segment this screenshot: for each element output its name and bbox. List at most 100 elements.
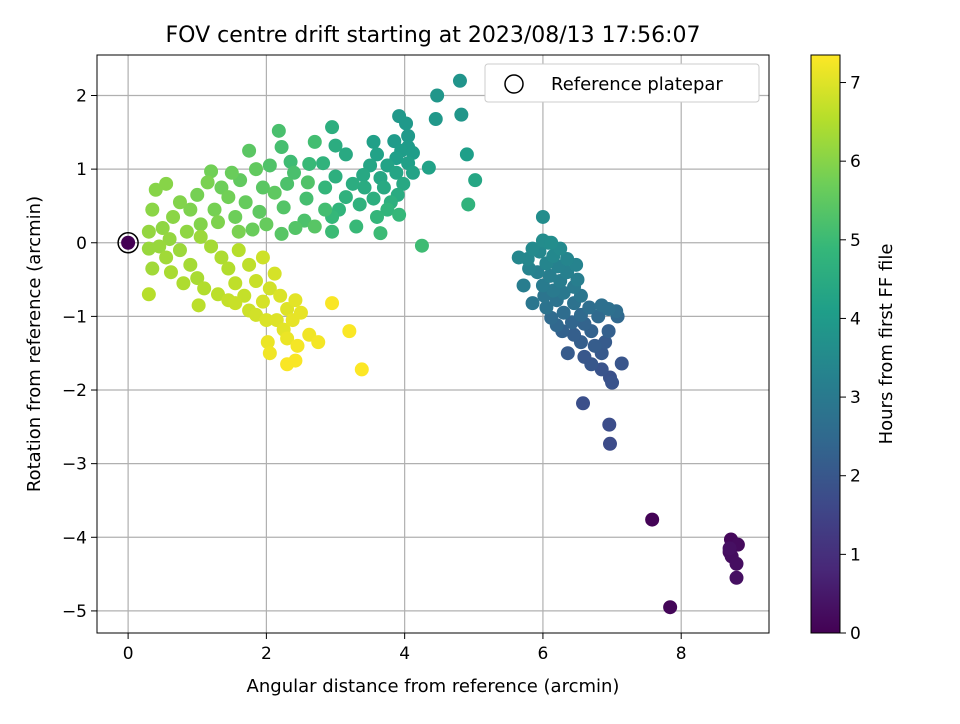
reference-point <box>121 235 136 250</box>
data-point <box>539 300 554 315</box>
data-point <box>602 436 617 451</box>
data-point <box>228 209 243 224</box>
data-point <box>262 158 277 173</box>
data-point <box>162 232 177 247</box>
data-point <box>325 224 340 239</box>
x-tick-label: 2 <box>261 644 272 664</box>
data-point <box>274 140 289 155</box>
reference-ring <box>117 232 139 254</box>
data-point <box>210 287 225 302</box>
data-point <box>300 175 315 190</box>
data-point <box>601 302 616 317</box>
axes-frame <box>96 54 770 634</box>
data-point <box>542 268 557 283</box>
data-point <box>421 160 436 175</box>
data-point <box>722 541 737 556</box>
data-point <box>454 107 469 122</box>
data-point <box>255 250 270 265</box>
scatter-points <box>141 73 745 615</box>
x-tick-label: 8 <box>676 644 687 664</box>
data-point <box>591 309 606 324</box>
data-point <box>328 138 343 153</box>
data-point <box>468 173 483 188</box>
data-point <box>516 278 531 293</box>
data-point <box>228 276 243 291</box>
data-point <box>172 243 187 258</box>
data-point <box>231 224 246 239</box>
data-point <box>155 221 170 236</box>
y-tick-label: −4 <box>62 528 87 548</box>
data-point <box>271 123 286 138</box>
legend-box <box>484 63 760 103</box>
data-point <box>318 180 333 195</box>
data-point <box>370 209 384 224</box>
data-point <box>311 335 326 350</box>
data-point <box>645 512 660 527</box>
data-point <box>200 175 215 190</box>
data-point <box>255 180 270 195</box>
data-point <box>544 235 559 250</box>
data-point <box>204 239 219 254</box>
data-point <box>252 204 267 219</box>
data-point <box>276 200 291 215</box>
data-point <box>197 281 212 296</box>
data-point <box>556 305 571 320</box>
data-point <box>299 191 314 206</box>
data-point <box>148 182 163 197</box>
data-point <box>288 221 303 236</box>
y-tick-label: 0 <box>76 234 87 254</box>
data-point <box>389 165 404 180</box>
data-point <box>288 293 303 308</box>
data-point <box>380 202 395 217</box>
colorbar-gradient <box>810 54 841 634</box>
data-point <box>249 307 264 322</box>
x-tick-label: 4 <box>399 644 410 664</box>
data-point <box>262 281 277 296</box>
data-point <box>352 197 367 212</box>
y-tick-label: 2 <box>76 86 87 106</box>
data-point <box>238 195 253 210</box>
data-point <box>399 116 414 131</box>
colorbar-tick-label: 1 <box>850 545 861 565</box>
data-point <box>193 229 208 244</box>
data-point <box>176 276 191 291</box>
data-point <box>267 266 282 281</box>
data-point <box>249 162 264 177</box>
data-point <box>191 298 206 313</box>
data-point <box>204 164 219 179</box>
data-point <box>342 324 357 339</box>
y-tick-label: 1 <box>76 160 87 180</box>
data-point <box>525 241 540 256</box>
data-point <box>570 272 585 287</box>
data-point <box>259 313 274 328</box>
data-point <box>242 257 257 272</box>
data-point <box>560 251 575 266</box>
data-point <box>401 128 416 143</box>
data-point <box>159 176 174 191</box>
data-point <box>262 346 277 361</box>
colorbar-ticks: 0 1 2 3 4 5 6 7 <box>840 74 861 644</box>
y-axis-label: Rotation from reference (arcmin) <box>24 196 45 492</box>
data-point <box>373 226 388 241</box>
data-point <box>290 338 305 353</box>
data-point <box>302 156 317 171</box>
data-point <box>567 327 582 342</box>
data-point <box>193 217 208 232</box>
data-point <box>338 147 353 162</box>
legend: Reference platepar <box>484 63 760 103</box>
colorbar-tick-label: 6 <box>850 152 861 172</box>
data-point <box>166 209 181 224</box>
data-point <box>259 217 274 232</box>
y-axis-ticks: −5 −4 −3 −2 −1 0 1 2 <box>62 86 97 622</box>
y-tick-label: −5 <box>62 602 87 622</box>
data-point <box>163 265 178 280</box>
data-point <box>207 202 222 217</box>
data-point <box>260 335 275 350</box>
data-point <box>560 346 575 361</box>
data-point <box>605 375 620 390</box>
data-point <box>267 185 282 200</box>
data-point <box>349 219 364 234</box>
data-point <box>183 257 198 272</box>
data-point <box>328 169 343 184</box>
